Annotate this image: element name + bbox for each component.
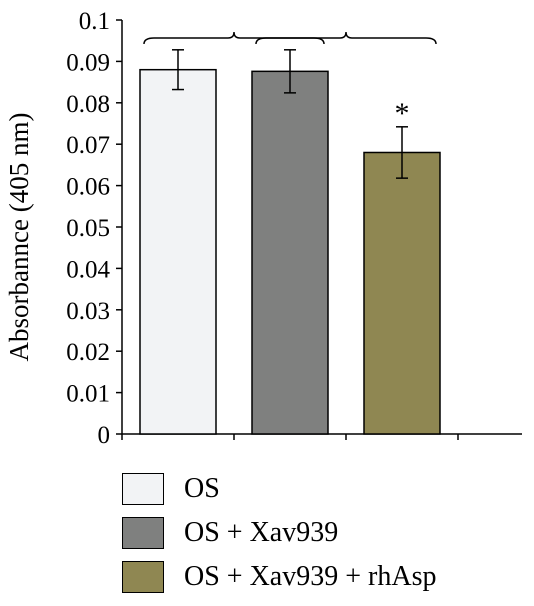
bars — [139, 68, 441, 435]
legend-item-os-xav939: OS + Xav939 — [122, 512, 436, 554]
comparison-bracket — [255, 31, 437, 45]
y-tick-label: 0.09 — [66, 49, 110, 76]
bar — [363, 151, 441, 435]
y-tick-label: 0.05 — [66, 215, 110, 242]
y-tick-label: 0.02 — [66, 339, 110, 366]
legend-label: OS — [184, 473, 220, 504]
y-tick-label: 0.04 — [66, 256, 110, 283]
y-axis: 0 0.01 0.02 0.03 0.04 0.05 0.06 0.07 0.08 0.09 0.1 — [66, 8, 522, 449]
bar — [139, 68, 217, 435]
y-tick-label: 0.07 — [66, 132, 110, 159]
legend: OS OS + Xav939 OS + Xav939 + rhAsp — [122, 468, 436, 600]
y-tick-label: 0.06 — [66, 174, 110, 201]
legend-item-os: OS — [122, 468, 436, 510]
y-axis-label: Absorbannce (405 nm) — [4, 113, 34, 362]
legend-swatch — [122, 517, 164, 549]
significance-marker: * — [395, 97, 410, 130]
y-tick-label: 0.1 — [79, 8, 110, 35]
error-bars: * — [172, 49, 410, 179]
y-tick-label: 0.08 — [66, 91, 110, 118]
bar — [251, 70, 329, 435]
y-tick-label: 0.03 — [66, 298, 110, 325]
legend-label: OS + Xav939 — [184, 517, 339, 548]
legend-item-os-xav939-rhasp: OS + Xav939 + rhAsp — [122, 556, 436, 598]
legend-swatch — [122, 473, 164, 505]
y-tick-label: 0.01 — [66, 381, 110, 408]
legend-label: OS + Xav939 + rhAsp — [184, 561, 437, 592]
legend-swatch — [122, 561, 164, 593]
y-tick-label: 0 — [98, 422, 111, 449]
comparison-brackets — [143, 31, 437, 45]
